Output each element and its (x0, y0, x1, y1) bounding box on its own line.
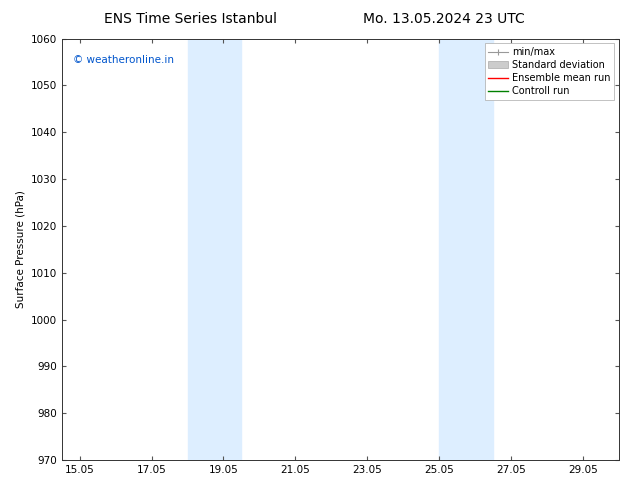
Text: © weatheronline.in: © weatheronline.in (73, 55, 174, 66)
Bar (439, 39, 493, 460)
Text: ENS Time Series Istanbul: ENS Time Series Istanbul (104, 12, 276, 26)
Text: Mo. 13.05.2024 23 UTC: Mo. 13.05.2024 23 UTC (363, 12, 525, 26)
Y-axis label: Surface Pressure (hPa): Surface Pressure (hPa) (15, 191, 25, 308)
Legend: min/max, Standard deviation, Ensemble mean run, Controll run: min/max, Standard deviation, Ensemble me… (484, 44, 614, 100)
Bar (188, 39, 242, 460)
